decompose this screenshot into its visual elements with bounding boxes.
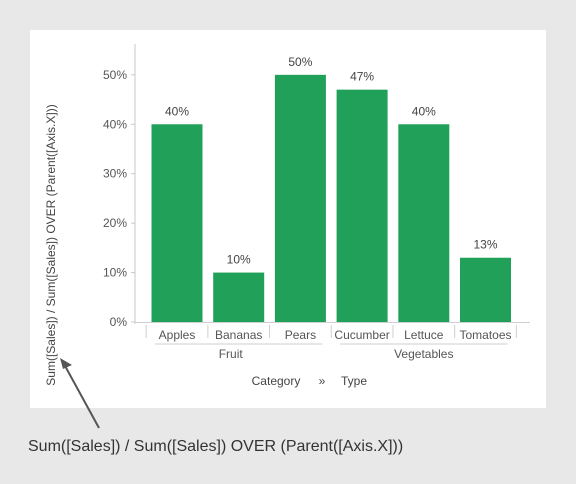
x-axis-title-separator: » [319,374,326,388]
data-label: 40% [165,104,189,118]
data-label: 40% [412,104,436,118]
formula-caption: Sum([Sales]) / Sum([Sales]) OVER (Parent… [28,438,404,455]
labels: 40% Apples 10% Bananas 50% Pears 47% Cucumber 40… [159,55,512,361]
bar-chart: 0% 10% 20% 30% 40% 50% 40% Apples 10% Bananas 50%… [44,44,530,388]
x-tick-label: Bananas [215,328,262,342]
data-label: 10% [227,253,251,267]
chart-panel: 0% 10% 20% 30% 40% 50% 40% Apples 10% Bananas 50%… [30,30,546,408]
x-tick-label: Cucumber [334,328,389,342]
y-tick-label: 40% [103,117,127,131]
group-label: Vegetables [394,347,453,361]
data-label: 47% [350,70,374,84]
x-tick-label: Tomatoes [459,328,511,342]
bar [398,124,450,322]
y-tick-label: 10% [103,266,127,280]
y-tick-label: 30% [103,167,127,181]
bar [274,74,326,322]
data-label: 13% [473,238,497,252]
bar [151,124,203,322]
x-tick-label: Apples [159,328,196,342]
bars [151,74,511,323]
y-tick-label: 50% [103,68,127,82]
y-axis-title: Sum([Sales]) / Sum([Sales]) OVER (Parent… [44,104,58,385]
x-tick-label: Lettuce [404,328,444,342]
bar [336,89,388,323]
axes: 0% 10% 20% 30% 40% 50% [103,44,530,345]
data-label: 50% [288,55,312,69]
group-label: Fruit [219,347,244,361]
y-tick-label: 0% [110,315,128,329]
x-axis-title-type: Type [341,374,367,388]
x-tick-label: Pears [285,328,316,342]
bar [460,257,511,322]
y-tick-label: 20% [103,216,127,230]
bar [213,272,265,322]
x-axis-title: Category » Type [252,374,368,388]
x-axis-title-category: Category [252,374,301,388]
